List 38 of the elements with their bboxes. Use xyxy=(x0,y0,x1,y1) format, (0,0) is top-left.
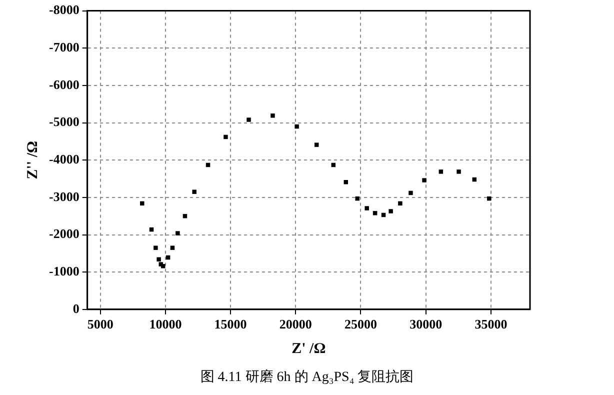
x-tick-label: 10000 xyxy=(149,316,182,332)
point xyxy=(364,206,369,210)
x-tick-label: 20000 xyxy=(279,316,312,332)
point xyxy=(294,124,299,129)
y-tick-label: 0 xyxy=(72,300,80,316)
y-tick-label: -3000 xyxy=(48,188,80,204)
x-tick-label: 35000 xyxy=(474,316,508,332)
point xyxy=(456,170,461,174)
point xyxy=(422,178,426,182)
point xyxy=(192,190,196,194)
y-tick-label: -8000 xyxy=(48,2,80,18)
y-tick-label: -5000 xyxy=(48,114,80,130)
point xyxy=(140,201,144,206)
x-tick-label: 15000 xyxy=(214,316,247,332)
x-tick-label: 5000 xyxy=(87,316,114,332)
point xyxy=(246,118,251,122)
y-tick-label: -1000 xyxy=(48,263,80,278)
x-axis-title: Z' /Ω xyxy=(292,340,326,357)
point xyxy=(355,196,360,201)
point xyxy=(224,134,228,140)
point xyxy=(154,246,158,250)
point xyxy=(270,114,275,118)
y-tick-label: -6000 xyxy=(48,76,80,92)
y-tick-label: -2000 xyxy=(48,226,80,242)
x-tick-label: 30000 xyxy=(410,316,442,332)
y-tick-label: -7000 xyxy=(48,39,80,54)
point xyxy=(156,257,161,262)
y-tick-label: -4000 xyxy=(48,151,80,166)
point xyxy=(314,142,319,147)
y-axis-title: Z'' /Ω xyxy=(24,140,41,180)
point xyxy=(170,246,175,250)
point xyxy=(438,170,444,174)
point xyxy=(388,209,393,214)
point xyxy=(176,231,180,236)
x-tick-label: 25000 xyxy=(344,316,377,332)
point xyxy=(408,190,413,196)
point xyxy=(398,201,402,206)
caption: 图 4.11 研磨 6h 的 Ag₃PS₄ 复阻抗图 xyxy=(199,368,415,386)
